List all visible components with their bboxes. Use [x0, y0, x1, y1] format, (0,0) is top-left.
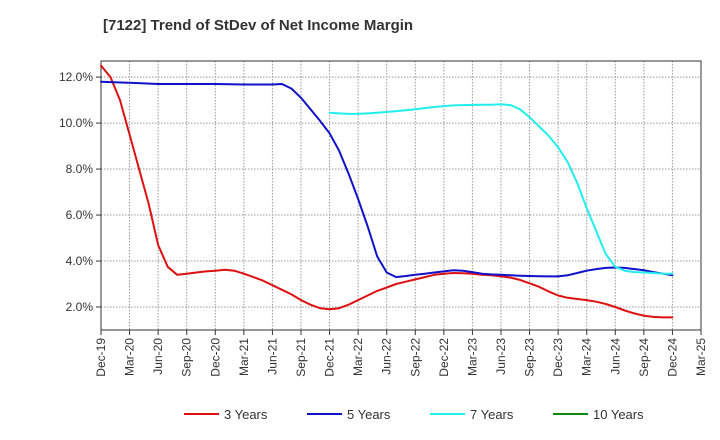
plot-background: [101, 61, 701, 330]
y-tick-label: 2.0%: [66, 300, 94, 314]
x-tick-label: Mar-21: [237, 338, 251, 376]
legend-label-3-years: 3 Years: [224, 407, 268, 422]
x-tick-label: Mar-23: [465, 338, 479, 376]
x-tick-label: Dec-22: [437, 338, 451, 377]
x-tick-label: Dec-21: [323, 338, 337, 377]
x-tick-label: Jun-20: [151, 338, 165, 375]
x-tick-label: Sep-24: [637, 338, 651, 377]
y-axis: 2.0% 4.0% 6.0% 8.0% 10.0% 12.0%: [59, 70, 101, 314]
x-tick-label: Jun-23: [494, 338, 508, 375]
x-tick-label: Mar-20: [123, 338, 137, 376]
series-line-7-years: [328, 103, 674, 275]
x-tick-label: Mar-25: [694, 338, 708, 376]
x-tick-label: Dec-23: [551, 338, 565, 377]
series-line-3-years: [100, 64, 674, 319]
y-tick-label: 12.0%: [59, 70, 93, 84]
x-tick-label: Jun-22: [380, 338, 394, 375]
x-tick-label: Dec-20: [208, 338, 222, 377]
y-tick-label: 10.0%: [59, 116, 93, 130]
x-axis: Dec-19 Mar-20 Jun-20 Sep-20 Dec-20 Mar-21 Jun-…: [94, 330, 708, 377]
legend-label-10-years: 10 Years: [593, 407, 644, 422]
x-tick-label: Sep-23: [523, 338, 537, 377]
x-tick-label: Jun-24: [608, 338, 622, 375]
x-tick-label: Jun-21: [265, 338, 279, 375]
series-layer: [100, 64, 674, 319]
x-tick-label: Mar-22: [351, 338, 365, 376]
x-tick-label: Sep-21: [294, 338, 308, 377]
x-tick-label: Mar-24: [580, 338, 594, 376]
chart-title: [7122] Trend of StDev of Net Income Marg…: [103, 17, 413, 34]
x-tick-label: Sep-22: [408, 338, 422, 377]
plot-frame: [100, 60, 702, 331]
series-line-5-years: [100, 80, 674, 279]
legend: 3 Years 5 Years 7 Years 10 Years: [184, 407, 644, 422]
y-tick-label: 8.0%: [66, 162, 94, 176]
legend-label-7-years: 7 Years: [470, 407, 514, 422]
y-tick-label: 4.0%: [66, 254, 94, 268]
y-tick-label: 6.0%: [66, 208, 94, 222]
x-tick-label: Dec-19: [94, 338, 108, 377]
plot-area: [100, 60, 702, 331]
legend-label-5-years: 5 Years: [347, 407, 391, 422]
x-tick-label: Sep-20: [180, 338, 194, 377]
x-tick-label: Dec-24: [665, 338, 679, 377]
